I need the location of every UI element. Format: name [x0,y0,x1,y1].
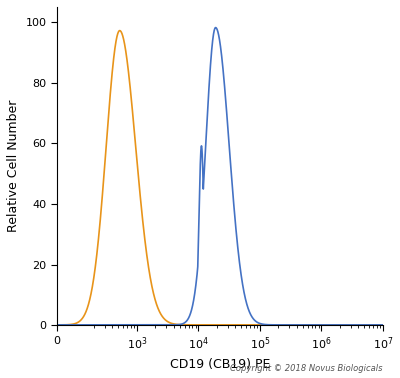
X-axis label: CD19 (CB19) PE: CD19 (CB19) PE [170,358,270,371]
Y-axis label: Relative Cell Number: Relative Cell Number [7,100,20,232]
Text: Copyright © 2018 Novus Biologicals: Copyright © 2018 Novus Biologicals [230,364,383,373]
